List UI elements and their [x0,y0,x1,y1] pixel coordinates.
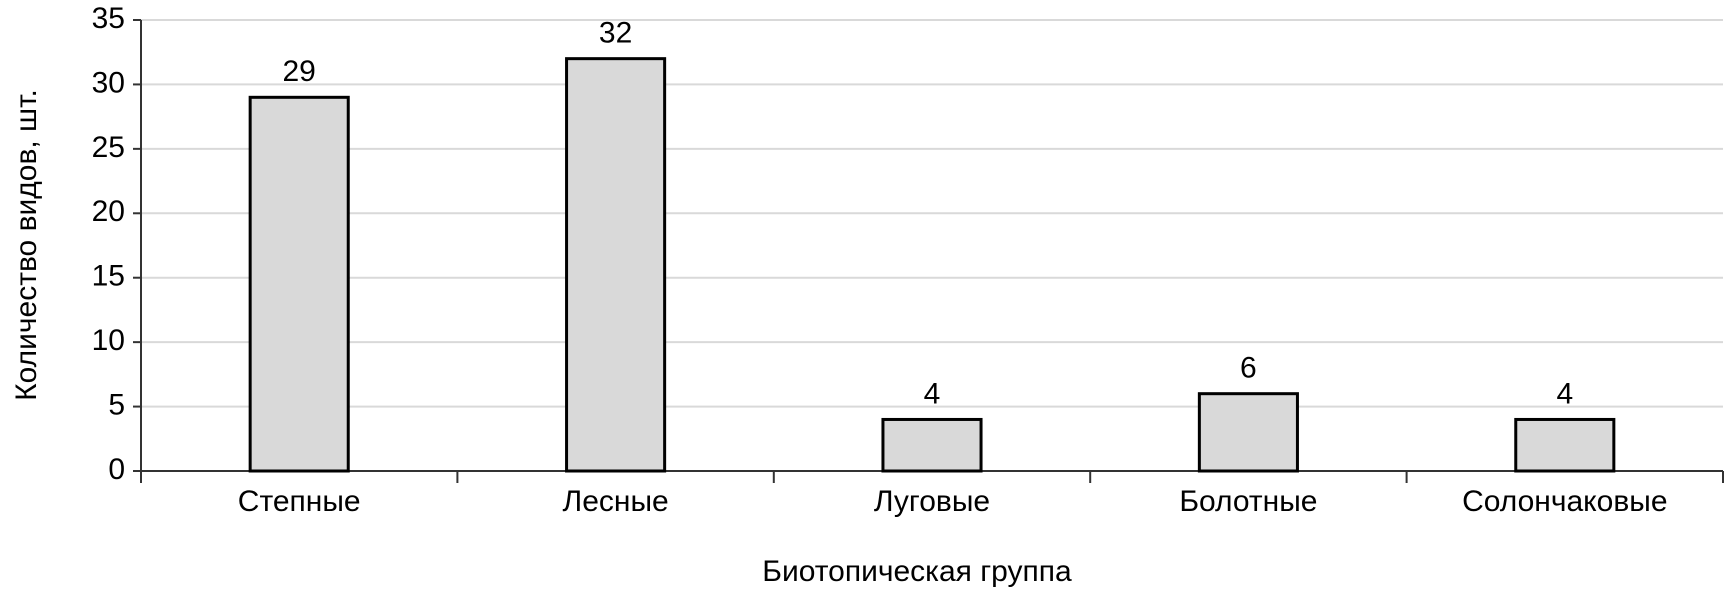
y-tick-label: 20 [92,195,125,228]
bar [1197,392,1299,473]
data-label: 4 [924,377,941,410]
data-label: 32 [599,17,632,50]
bar [248,95,350,473]
y-tick-label: 0 [108,453,125,486]
bar [881,417,983,473]
y-tick-label: 10 [92,324,125,357]
y-tick-label: 25 [92,131,125,164]
x-axis-title: Биотопическая группа [762,555,1072,588]
data-label: 4 [1556,377,1573,410]
x-tick-label: Степные [238,485,361,518]
x-tick-label: Лесные [563,485,669,518]
data-label: 29 [283,55,316,88]
y-axis-title: Количество видов, шт. [10,89,43,401]
x-tick-label: Солончаковые [1462,485,1667,518]
y-tick-label: 35 [92,2,125,35]
bar [1514,417,1616,473]
x-tick-label: Луговые [874,485,990,518]
data-label: 6 [1240,352,1257,385]
bar [565,57,667,473]
x-tick-label: Болотные [1179,485,1317,518]
y-tick-label: 15 [92,260,125,293]
y-tick-label: 30 [92,66,125,99]
y-tick-label: 5 [108,388,125,421]
